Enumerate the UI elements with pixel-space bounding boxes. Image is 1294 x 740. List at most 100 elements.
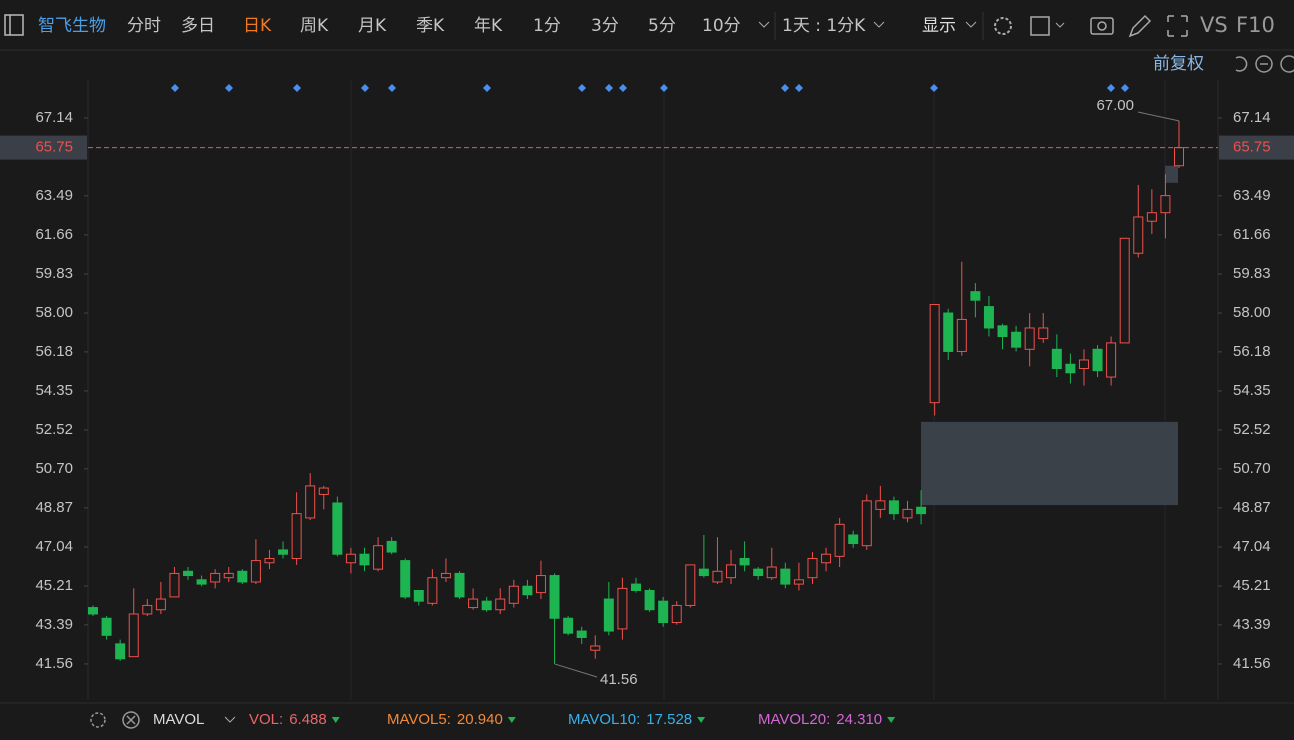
tab[interactable]: 5分 [648,16,676,36]
y-tick-label: 67.14 [1233,109,1271,126]
event-marker[interactable] [293,84,301,92]
event-marker[interactable] [781,84,789,92]
candle-body [169,572,180,598]
tab[interactable]: 季K [416,16,445,36]
event-marker[interactable] [388,84,396,92]
candle-body [929,303,940,404]
f10-button[interactable]: F10 [1236,13,1275,37]
period-select[interactable]: 1天 : 1分K [782,16,866,36]
indicator-value: 20.940 [457,711,503,728]
event-marker[interactable] [660,84,668,92]
undo-icon[interactable] [1235,56,1248,72]
tab[interactable]: 多日 [181,16,215,36]
y-tick-label: 56.18 [1233,343,1271,360]
y-tick-label: 61.66 [1233,226,1271,243]
candle-body [495,598,506,611]
candle-body [1146,212,1157,222]
indicator-value: 17.528 [646,711,692,728]
candle-body [142,604,153,615]
candle-body [671,604,682,624]
zoom-out-icon[interactable] [1255,55,1273,73]
candle-body [115,643,126,660]
event-marker[interactable] [795,84,803,92]
y-tick-label: 41.56 [35,655,73,672]
y-tick-label: 67.14 [35,109,73,126]
candle-body [522,585,533,596]
event-marker[interactable] [605,84,613,92]
candle-body [1065,363,1076,374]
candle-body [590,645,601,651]
candle-body [128,613,139,658]
tab[interactable]: 10分 [702,16,741,36]
settings-icon[interactable] [994,17,1012,35]
annotation-line [554,663,598,678]
event-marker[interactable] [619,84,627,92]
vs-button[interactable]: VS [1200,13,1228,37]
tab[interactable]: 日K [243,16,272,36]
y-tick-label: 58.00 [1233,304,1271,321]
candle-body [508,585,519,604]
down-arrow [887,717,896,723]
event-marker[interactable] [483,84,491,92]
tab[interactable]: 1分 [533,16,561,36]
event-marker[interactable] [1121,84,1129,92]
event-marker[interactable] [1107,84,1115,92]
chevron[interactable] [1055,22,1065,28]
indicator-close[interactable] [122,711,140,729]
candle-body [766,566,777,579]
tab[interactable]: 年K [474,16,503,36]
candle-body [291,513,302,559]
last-price-label: 65.75 [1233,139,1271,156]
event-marker[interactable] [578,84,586,92]
candle-body [983,306,994,329]
display-menu[interactable]: 显示 [922,16,956,36]
y-tick-label: 45.21 [1233,577,1271,594]
candle-body [359,553,370,566]
event-marker[interactable] [930,84,938,92]
chevron[interactable] [758,21,770,28]
down-arrow [697,717,706,723]
event-marker[interactable] [361,84,369,92]
stock-name[interactable]: 智飞生物 [38,16,106,36]
fullscreen-icon[interactable] [1167,15,1188,37]
event-marker[interactable] [225,84,233,92]
tab[interactable]: 周K [300,16,329,36]
candle-body [278,549,289,555]
candle-body [196,579,207,585]
candle-body [563,617,574,634]
y-tick-label: 52.52 [35,421,73,438]
candle-body [821,553,832,564]
sidebar-icon[interactable] [4,14,24,36]
camera-icon[interactable] [1090,17,1114,35]
camera-lens [1097,21,1107,31]
y-tick-label: 54.35 [35,382,73,399]
zoom-in-icon[interactable] [1280,55,1294,73]
candle-body [1011,331,1022,348]
chevron[interactable] [873,21,885,28]
tab[interactable]: 分时 [127,16,161,36]
candle-body [861,500,872,547]
adjust-mode[interactable]: 前复权 [1153,54,1204,74]
candle-body [1174,147,1184,167]
candle-body [902,508,913,519]
event-marker[interactable] [171,84,179,92]
pen-icon[interactable] [1128,14,1152,38]
candle-body [997,325,1008,337]
candle-body [413,590,424,602]
candle-body [305,485,316,519]
tab[interactable]: 3分 [591,16,619,36]
chevron[interactable] [965,21,977,28]
candle-body [101,617,112,636]
indicator-settings[interactable] [90,712,106,728]
indicator-name[interactable]: MAVOL [153,711,204,728]
y-tick-label: 52.52 [1233,421,1271,438]
draw-box-icon[interactable] [1030,16,1050,36]
indicator-label: MAVOL5: [387,711,451,728]
y-tick-label: 47.04 [1233,538,1271,555]
tab[interactable]: 月K [358,16,387,36]
y-tick-label: 61.66 [35,226,73,243]
chevron[interactable] [224,716,236,723]
annotation-line [1137,111,1180,122]
candle-body [373,545,384,570]
y-tick-label: 54.35 [1233,382,1271,399]
